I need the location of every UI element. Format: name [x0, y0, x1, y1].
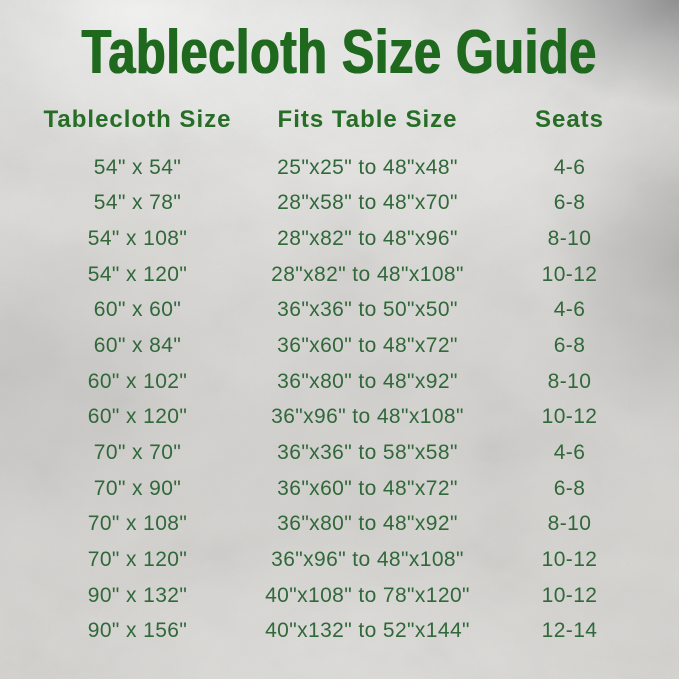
- tablecloth-size-cell: 54" x 108": [87, 227, 188, 251]
- fits-table-size-cell: 36"x36" to 58"x58": [277, 440, 458, 464]
- fits-table-size-cell: 40"x108" to 78"x120": [265, 583, 470, 607]
- seats-cell: 4-6: [553, 440, 586, 464]
- column-header-fits-table-size: Fits Table Size: [277, 106, 458, 133]
- seats-cell: 10-12: [541, 547, 598, 571]
- table-row: 54" x 78" 28"x58" to 48"x70" 6-8: [30, 186, 649, 222]
- table-row: 60" x 60" 36"x36" to 50"x50" 4-6: [30, 293, 649, 329]
- seats-cell: 6-8: [553, 334, 586, 358]
- table-row: 90" x 132" 40"x108" to 78"x120" 10-12: [30, 578, 649, 614]
- fits-table-size-cell: 28"x82" to 48"x108": [271, 262, 464, 286]
- seats-cell: 10-12: [541, 583, 598, 607]
- tablecloth-size-cell: 54" x 120": [87, 262, 188, 286]
- tablecloth-size-cell: 60" x 102": [87, 369, 188, 393]
- page-title-text: Tablecloth Size Guide: [81, 18, 598, 87]
- tablecloth-size-cell: 90" x 132": [87, 583, 188, 607]
- tablecloth-size-cell: 70" x 120": [87, 547, 188, 571]
- seats-cell: 6-8: [553, 476, 586, 500]
- fits-table-size-cell: 25"x25" to 48"x48": [277, 155, 458, 179]
- tablecloth-size-cell: 54" x 54": [93, 155, 182, 179]
- table-row: 54" x 108" 28"x82" to 48"x96" 8-10: [30, 221, 649, 257]
- tablecloth-size-cell: 70" x 90": [93, 476, 182, 500]
- tablecloth-size-cell: 90" x 156": [87, 619, 188, 643]
- table-row: 70" x 120" 36"x96" to 48"x108" 10-12: [30, 542, 649, 578]
- fits-table-size-cell: 36"x60" to 48"x72": [277, 476, 458, 500]
- table-row: 60" x 120" 36"x96" to 48"x108" 10-12: [30, 399, 649, 435]
- tablecloth-size-cell: 60" x 84": [93, 334, 182, 358]
- tablecloth-size-cell: 60" x 120": [87, 405, 188, 429]
- table-row: 54" x 54" 25"x25" to 48"x48" 4-6: [30, 150, 649, 186]
- fits-table-size-cell: 36"x36" to 50"x50": [277, 298, 458, 322]
- table-row: 60" x 84" 36"x60" to 48"x72" 6-8: [30, 328, 649, 364]
- page-title: Tablecloth Size Guide: [0, 22, 679, 84]
- seats-cell: 12-14: [541, 619, 598, 643]
- fits-table-size-cell: 36"x60" to 48"x72": [277, 334, 458, 358]
- table-header-row: Tablecloth Size Fits Table Size Seats: [30, 103, 649, 137]
- fits-table-size-cell: 36"x96" to 48"x108": [271, 405, 464, 429]
- table-row: 90" x 156" 40"x132" to 52"x144" 12-14: [30, 613, 649, 649]
- fits-table-size-cell: 36"x80" to 48"x92": [277, 512, 458, 536]
- tablecloth-size-cell: 70" x 70": [93, 440, 182, 464]
- size-table-body: 54" x 54" 25"x25" to 48"x48" 4-6 54" x 78" 2…: [30, 150, 649, 649]
- tablecloth-size-cell: 70" x 108": [87, 512, 188, 536]
- seats-cell: 8-10: [547, 512, 592, 536]
- seats-cell: 8-10: [547, 227, 592, 251]
- seats-cell: 10-12: [541, 262, 598, 286]
- column-header-seats: Seats: [534, 106, 605, 133]
- seats-cell: 10-12: [541, 405, 598, 429]
- seats-cell: 6-8: [553, 191, 586, 215]
- seats-cell: 4-6: [553, 155, 586, 179]
- table-row: 70" x 108" 36"x80" to 48"x92" 8-10: [30, 506, 649, 542]
- fits-table-size-cell: 28"x82" to 48"x96": [277, 227, 458, 251]
- tablecloth-size-cell: 60" x 60": [93, 298, 182, 322]
- fits-table-size-cell: 36"x80" to 48"x92": [277, 369, 458, 393]
- fits-table-size-cell: 40"x132" to 52"x144": [265, 619, 470, 643]
- tablecloth-size-cell: 54" x 78": [93, 191, 182, 215]
- fits-table-size-cell: 28"x58" to 48"x70": [277, 191, 458, 215]
- table-row: 54" x 120" 28"x82" to 48"x108" 10-12: [30, 257, 649, 293]
- seats-cell: 8-10: [547, 369, 592, 393]
- seats-cell: 4-6: [553, 298, 586, 322]
- table-row: 70" x 70" 36"x36" to 58"x58" 4-6: [30, 435, 649, 471]
- column-header-tablecloth-size: Tablecloth Size: [43, 106, 232, 133]
- table-row: 60" x 102" 36"x80" to 48"x92" 8-10: [30, 364, 649, 400]
- table-row: 70" x 90" 36"x60" to 48"x72" 6-8: [30, 471, 649, 507]
- fits-table-size-cell: 36"x96" to 48"x108": [271, 547, 464, 571]
